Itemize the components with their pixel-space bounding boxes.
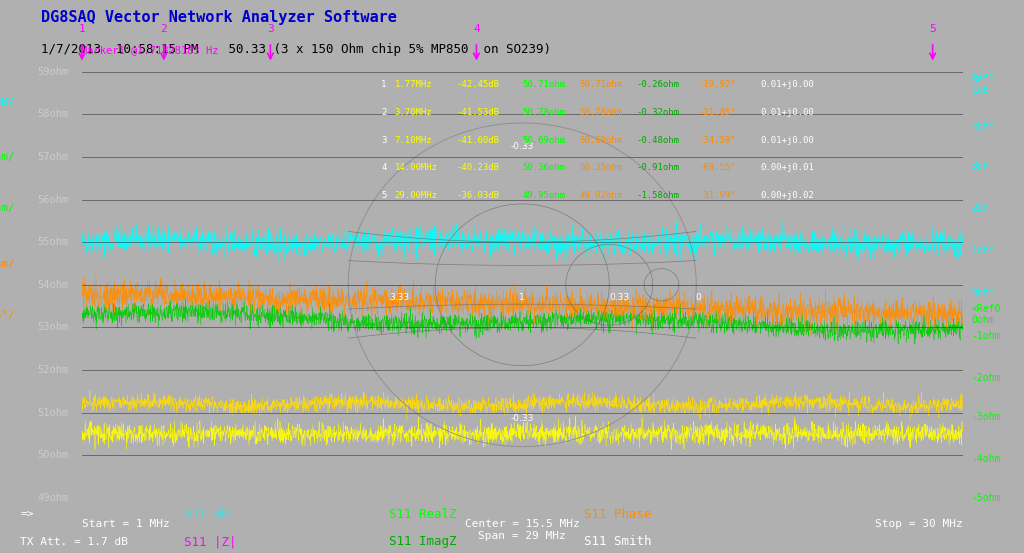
Text: 45°/: 45°/ [0,310,16,320]
Text: -31.99°: -31.99° [698,191,736,200]
Text: 10dB/: 10dB/ [0,97,16,107]
Text: -0.48ohm: -0.48ohm [637,136,680,145]
Text: 50.69ohm: 50.69ohm [522,136,565,145]
Text: -0.33: -0.33 [511,414,534,423]
Text: Center = 15.5 MHz
Span = 29 MHz: Center = 15.5 MHz Span = 29 MHz [465,519,580,541]
Text: 56ohm: 56ohm [38,195,69,205]
Text: <Ref0
0ohm: <Ref0 0ohm [972,304,1000,325]
Text: -19.92°: -19.92° [698,80,736,90]
Text: Ref1
1dB: Ref1 1dB [972,74,995,96]
Text: -40.23dB: -40.23dB [457,164,499,173]
Text: 4ohm: 4ohm [972,122,995,132]
Text: 3: 3 [267,24,273,34]
Text: 3.70MHz: 3.70MHz [394,108,432,117]
Text: S11 dB: S11 dB [184,508,229,521]
Text: 50.71ohm: 50.71ohm [580,80,623,90]
Text: -1ohm: -1ohm [972,331,1000,341]
Text: 49ohm: 49ohm [38,493,69,503]
Text: 1/7/2013  10:58:15 PM    50.33 (3 x 150 Ohm chip 5% MP850  on SO239): 1/7/2013 10:58:15 PM 50.33 (3 x 150 Ohm … [41,43,551,56]
Text: S11 Smith: S11 Smith [584,535,651,549]
Text: 1ohm/: 1ohm/ [0,152,16,162]
Text: 55ohm: 55ohm [38,237,69,247]
Text: 0.33: 0.33 [609,293,629,302]
Text: S11 ImagZ: S11 ImagZ [389,535,457,549]
Text: 1ohm/: 1ohm/ [0,203,16,213]
Text: -41.53dB: -41.53dB [457,108,499,117]
Text: -4ohm: -4ohm [972,455,1000,465]
Text: S11 Phase: S11 Phase [584,508,651,521]
Text: 2: 2 [161,24,167,34]
Text: 0.01+j0.00: 0.01+j0.00 [760,108,814,117]
Text: 53ohm: 53ohm [38,322,69,332]
Text: 50.69ohm: 50.69ohm [580,136,623,145]
Text: 0.01+j0.00: 0.01+j0.00 [760,136,814,145]
Text: 59ohm: 59ohm [38,67,69,77]
Text: 50.71ohm: 50.71ohm [522,80,565,90]
Text: Marker1 @1.71828183 Hz: Marker1 @1.71828183 Hz [81,45,218,55]
Text: 2: 2 [381,108,387,117]
Text: 29.00MHz: 29.00MHz [394,191,437,200]
Text: 0.01+j0.00: 0.01+j0.00 [760,80,814,90]
Text: 3ohm: 3ohm [972,160,995,170]
Text: -0.26ohm: -0.26ohm [637,80,680,90]
Text: -0.33: -0.33 [511,142,534,150]
Text: 5: 5 [381,191,387,200]
Text: -34.59°: -34.59° [698,136,736,145]
Text: 1: 1 [519,293,525,302]
Text: 52ohm: 52ohm [38,365,69,375]
Text: 2ohm: 2ohm [972,203,995,213]
Text: 50ohm: 50ohm [38,450,69,460]
Text: -1.58ohm: -1.58ohm [637,191,680,200]
Text: 1: 1 [381,80,387,90]
Text: 1ohm/: 1ohm/ [0,258,16,269]
Text: -68.55°: -68.55° [698,164,736,173]
Text: -0.91ohm: -0.91ohm [637,164,680,173]
Text: S11 |Z|: S11 |Z| [184,535,237,549]
Text: -41.60dB: -41.60dB [457,136,499,145]
Text: 1: 1 [79,24,85,34]
Text: Stop = 30 MHz: Stop = 30 MHz [874,519,963,529]
Text: -21.85°: -21.85° [698,108,736,117]
Text: 50.35ohm: 50.35ohm [580,164,623,173]
Text: 57ohm: 57ohm [38,152,69,162]
Text: -5ohm: -5ohm [972,493,1000,503]
Text: 3: 3 [381,136,387,145]
Text: -42.45dB: -42.45dB [457,80,499,90]
Text: 14.00MHz: 14.00MHz [394,164,437,173]
Text: 49.92ohm: 49.92ohm [580,191,623,200]
Text: 50.78ohm: 50.78ohm [580,108,623,117]
Text: 49.95ohm: 49.95ohm [522,191,565,200]
Text: 58ohm: 58ohm [38,109,69,119]
Text: 1.77MHz: 1.77MHz [394,80,432,90]
Text: 0: 0 [695,293,701,302]
Text: -0.32ohm: -0.32ohm [637,108,680,117]
Text: 50.36ohm: 50.36ohm [522,164,565,173]
Text: Start = 1 MHz: Start = 1 MHz [82,519,170,529]
Text: TX Att. = 1.7 dB: TX Att. = 1.7 dB [20,537,128,547]
Text: 3.33: 3.33 [389,293,409,302]
Text: 4: 4 [381,164,387,173]
Text: 0ohm: 0ohm [972,288,995,298]
Text: 0.00+j0.02: 0.00+j0.02 [760,191,814,200]
Text: S11 RealZ: S11 RealZ [389,508,457,521]
Text: 7.10MHz: 7.10MHz [394,136,432,145]
Text: 1ohm: 1ohm [972,246,995,255]
Text: 51ohm: 51ohm [38,408,69,418]
Text: 0.00+j0.01: 0.00+j0.01 [760,164,814,173]
Text: -36.03dB: -36.03dB [457,191,499,200]
Text: 4: 4 [473,24,480,34]
Text: 50.78ohm: 50.78ohm [522,108,565,117]
Text: -2ohm: -2ohm [972,373,1000,383]
Text: =>: => [20,509,34,519]
Text: DG8SAQ Vector Network Analyzer Software: DG8SAQ Vector Network Analyzer Software [41,10,397,25]
Text: 54ohm: 54ohm [38,280,69,290]
Text: -3ohm: -3ohm [972,412,1000,422]
Text: 5: 5 [929,24,936,34]
